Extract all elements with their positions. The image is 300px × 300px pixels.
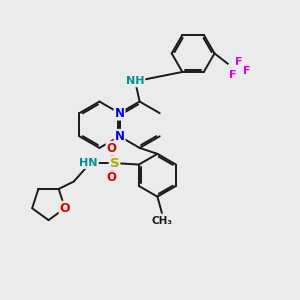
Text: N: N bbox=[115, 130, 124, 143]
Text: O: O bbox=[60, 202, 70, 215]
Text: CH₃: CH₃ bbox=[152, 216, 172, 226]
Text: NH: NH bbox=[126, 76, 144, 86]
Text: O: O bbox=[106, 171, 117, 184]
Text: S: S bbox=[110, 157, 119, 169]
Text: F: F bbox=[235, 57, 242, 67]
Text: F: F bbox=[242, 66, 250, 76]
Text: N: N bbox=[115, 106, 124, 120]
Text: O: O bbox=[106, 142, 117, 155]
Text: F: F bbox=[229, 70, 236, 80]
Text: HN: HN bbox=[80, 158, 98, 168]
